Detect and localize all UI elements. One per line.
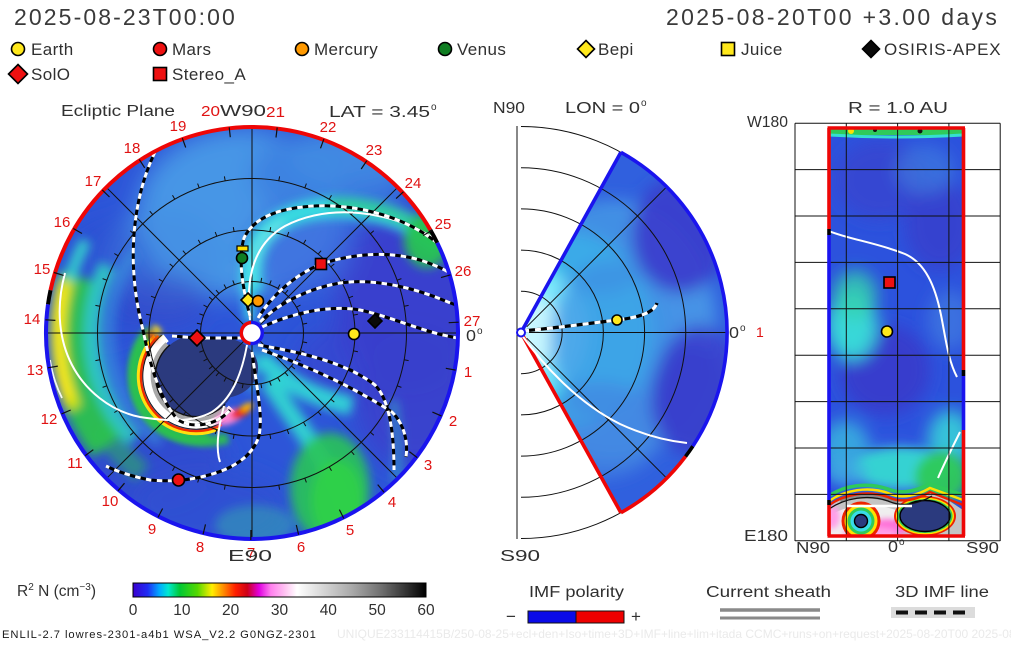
svg-text:Stereo_A: Stereo_A xyxy=(172,65,246,84)
svg-text:4: 4 xyxy=(388,494,396,511)
svg-text:10: 10 xyxy=(173,602,191,619)
svg-text:2025-08-20T00 +3.00 days: 2025-08-20T00 +3.00 days xyxy=(666,4,999,30)
svg-text:R2 N (cm−3): R2 N (cm−3) xyxy=(17,582,96,600)
svg-text:N90: N90 xyxy=(796,540,830,557)
svg-text:E90: E90 xyxy=(228,548,273,565)
svg-text:0: 0 xyxy=(129,602,138,619)
svg-text:6: 6 xyxy=(297,539,305,556)
svg-text:5: 5 xyxy=(346,522,354,539)
svg-text:11: 11 xyxy=(67,455,83,472)
svg-text:o: o xyxy=(477,326,483,337)
svg-text:20: 20 xyxy=(222,602,240,619)
svg-text:27: 27 xyxy=(464,313,481,330)
svg-text:22: 22 xyxy=(320,119,337,136)
svg-text:40: 40 xyxy=(320,602,338,619)
svg-text:12: 12 xyxy=(41,411,58,428)
svg-text:N90: N90 xyxy=(493,100,525,117)
svg-text:Bepi: Bepi xyxy=(598,40,634,59)
svg-text:25: 25 xyxy=(435,216,452,233)
svg-text:Current sheath: Current sheath xyxy=(706,584,831,601)
svg-text:15: 15 xyxy=(34,261,51,278)
svg-text:Juice: Juice xyxy=(741,40,783,59)
svg-text:9: 9 xyxy=(148,521,156,538)
svg-text:17: 17 xyxy=(85,173,102,190)
svg-text:0: 0 xyxy=(729,325,739,342)
svg-text:1: 1 xyxy=(464,364,472,381)
svg-text:18: 18 xyxy=(124,140,141,157)
svg-text:0: 0 xyxy=(466,328,476,345)
svg-text:2025-08-23T00:00: 2025-08-23T00:00 xyxy=(14,4,237,30)
svg-text:Venus: Venus xyxy=(457,40,506,59)
svg-text:Earth: Earth xyxy=(31,40,74,59)
svg-text:Mercury: Mercury xyxy=(314,40,378,59)
svg-text:24: 24 xyxy=(405,175,422,192)
svg-text:LON = 0: LON = 0 xyxy=(565,100,640,117)
svg-text:10: 10 xyxy=(102,493,119,510)
svg-text:26: 26 xyxy=(455,263,472,280)
svg-text:o: o xyxy=(899,537,905,548)
svg-text:2: 2 xyxy=(449,413,457,430)
svg-text:o: o xyxy=(740,323,746,334)
svg-text:50: 50 xyxy=(369,602,387,619)
svg-text:30: 30 xyxy=(271,602,289,619)
svg-text:16: 16 xyxy=(54,214,71,231)
svg-text:14: 14 xyxy=(24,311,41,328)
svg-text:ENLIL-2.7 lowres-2301-a4b1 WSA: ENLIL-2.7 lowres-2301-a4b1 WSA_V2.2 G0NG… xyxy=(2,629,317,641)
svg-text:19: 19 xyxy=(170,118,187,135)
svg-text:7: 7 xyxy=(247,545,255,562)
svg-text:3: 3 xyxy=(424,457,432,474)
svg-text:13: 13 xyxy=(27,362,44,379)
svg-text:0: 0 xyxy=(888,539,898,556)
svg-text:R = 1.0 AU: R = 1.0 AU xyxy=(848,100,948,117)
svg-text:W90: W90 xyxy=(220,103,267,120)
svg-text:1: 1 xyxy=(756,324,764,340)
svg-text:23: 23 xyxy=(366,142,383,159)
svg-text:o: o xyxy=(431,102,437,113)
svg-text:21: 21 xyxy=(266,104,285,121)
svg-text:20: 20 xyxy=(201,103,220,120)
svg-text:S90: S90 xyxy=(966,540,999,557)
svg-text:Mars: Mars xyxy=(172,40,211,59)
svg-text:SolO: SolO xyxy=(31,65,70,84)
svg-text:−: − xyxy=(506,607,516,626)
svg-text:LAT = 3.45: LAT = 3.45 xyxy=(329,104,430,121)
svg-text:IMF polarity: IMF polarity xyxy=(529,584,624,601)
svg-text:W180: W180 xyxy=(747,114,788,131)
svg-text:60: 60 xyxy=(417,602,435,619)
svg-text:S90: S90 xyxy=(500,548,541,565)
svg-text:3D IMF line: 3D IMF line xyxy=(895,584,989,601)
svg-text:8: 8 xyxy=(196,539,204,556)
svg-text:+: + xyxy=(631,607,641,626)
svg-text:Ecliptic Plane: Ecliptic Plane xyxy=(61,103,175,120)
svg-text:OSIRIS-APEX: OSIRIS-APEX xyxy=(884,40,1001,59)
svg-text:o: o xyxy=(641,98,647,109)
svg-text:UNIQUE233114415B/250-08-25+ecl: UNIQUE233114415B/250-08-25+ecl+den+Iso+t… xyxy=(337,627,1011,641)
svg-text:E180: E180 xyxy=(744,528,788,545)
